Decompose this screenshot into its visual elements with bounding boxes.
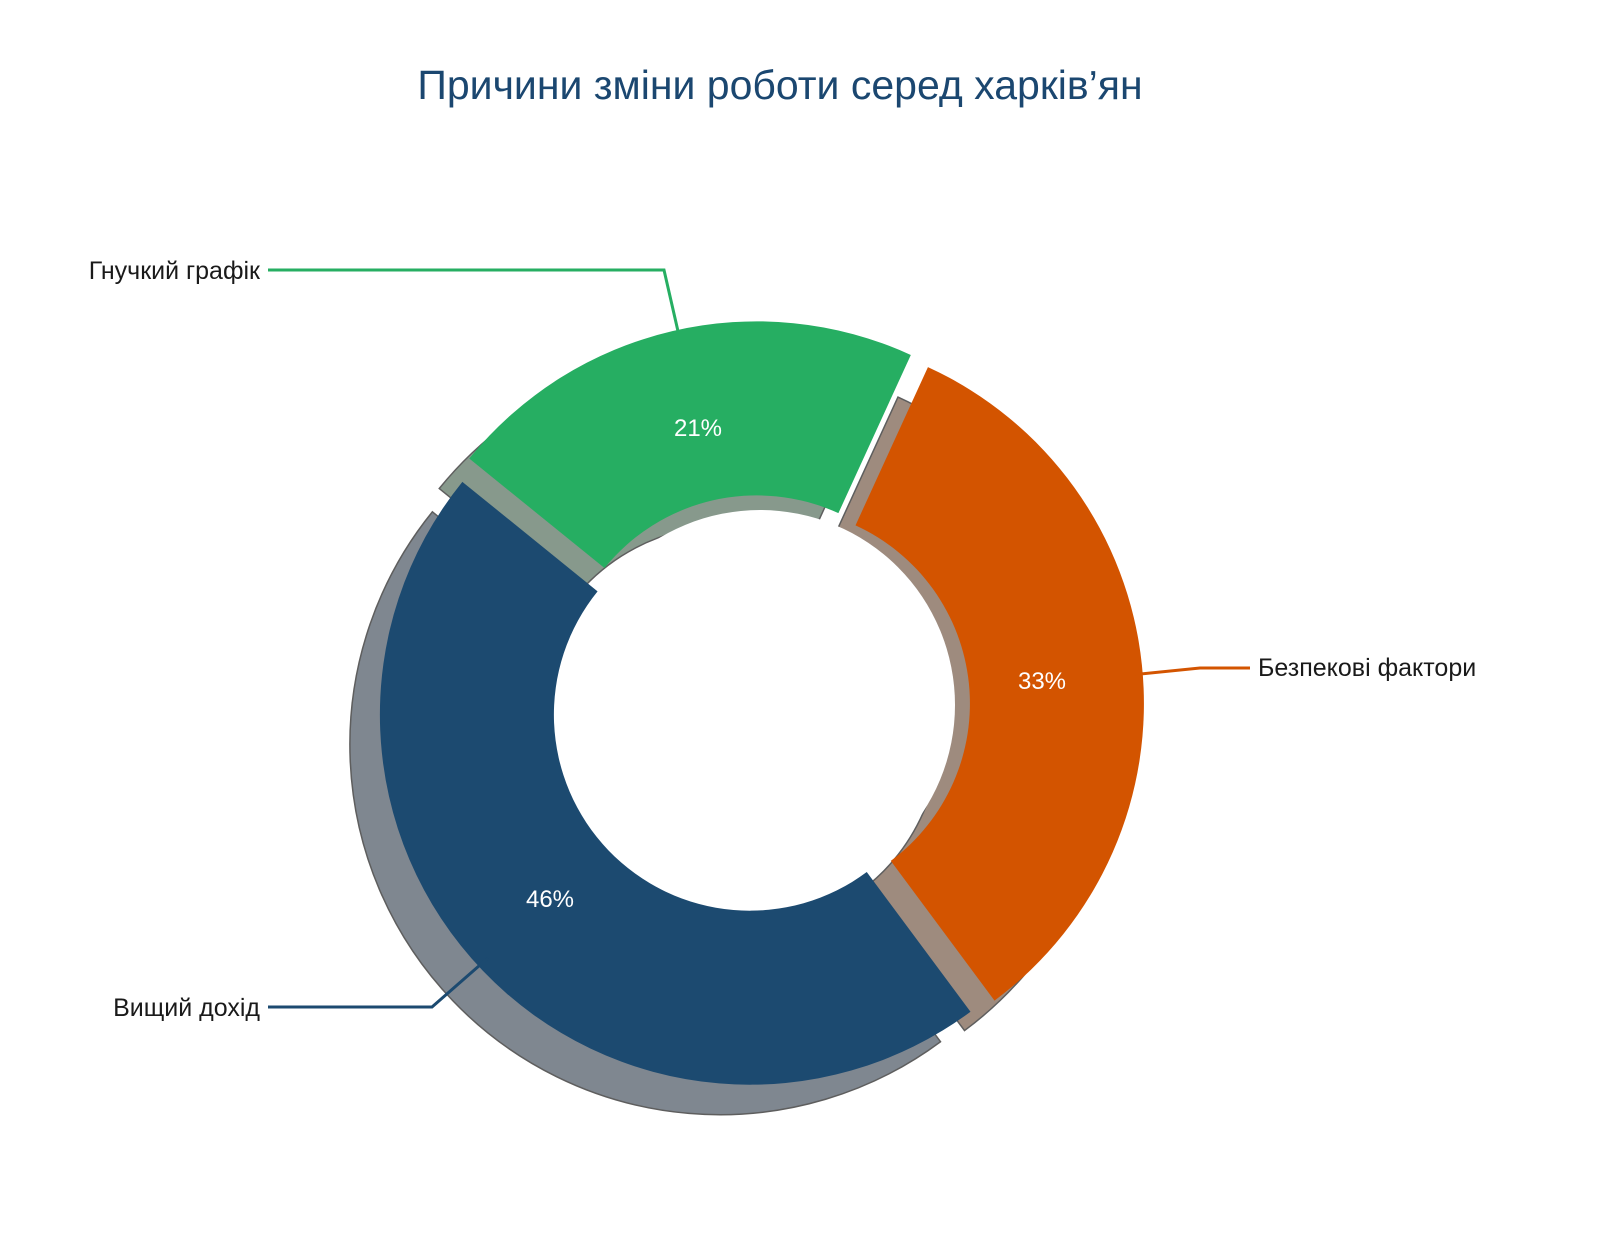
slice-labels: Вищий дохід 46% Гнучкий графік 21% Безпекові…	[89, 257, 1476, 1022]
leader-lines	[268, 268, 1250, 1009]
donut-slice[interactable]	[379, 481, 971, 1085]
percent-label: 46%	[526, 886, 574, 913]
donut-slice[interactable]	[469, 321, 911, 569]
category-label: Гнучкий графік	[89, 257, 261, 285]
donut-slice[interactable]	[855, 367, 1144, 1001]
donut-hole	[565, 510, 955, 900]
slices	[379, 321, 1144, 1085]
percent-label: 33%	[1018, 668, 1066, 695]
percent-label: 21%	[674, 415, 722, 442]
category-label: Вищий дохід	[113, 994, 260, 1022]
category-label: Безпекові фактори	[1258, 654, 1476, 682]
leader-line	[1129, 666, 1250, 677]
chart-title: Причини зміни роботи серед харків’ян	[417, 62, 1143, 108]
leader-line	[268, 268, 682, 341]
leader-line	[268, 956, 489, 1009]
